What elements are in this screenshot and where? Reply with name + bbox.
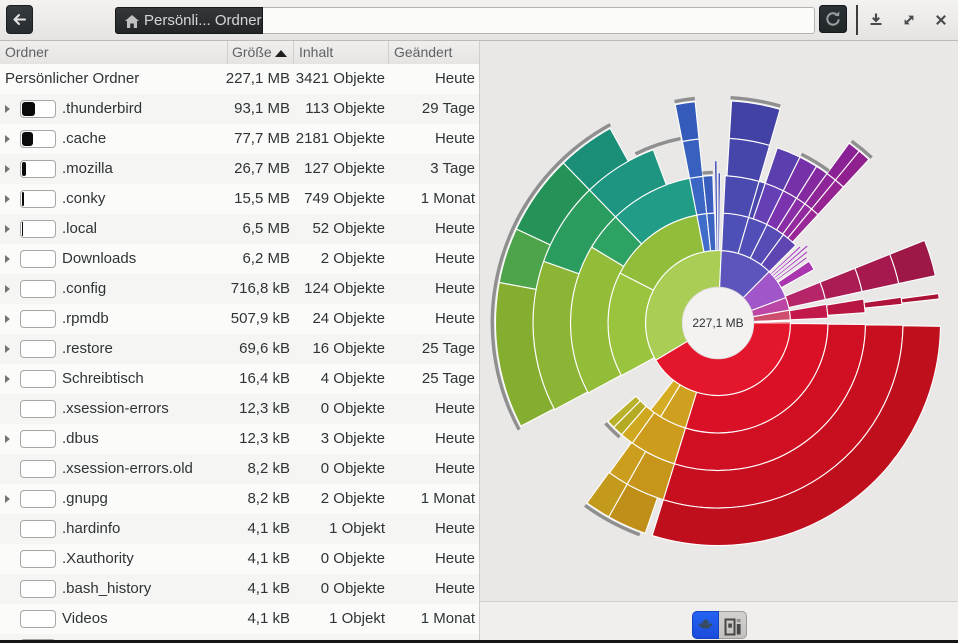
svg-text:227,1 MB: 227,1 MB (692, 316, 743, 330)
